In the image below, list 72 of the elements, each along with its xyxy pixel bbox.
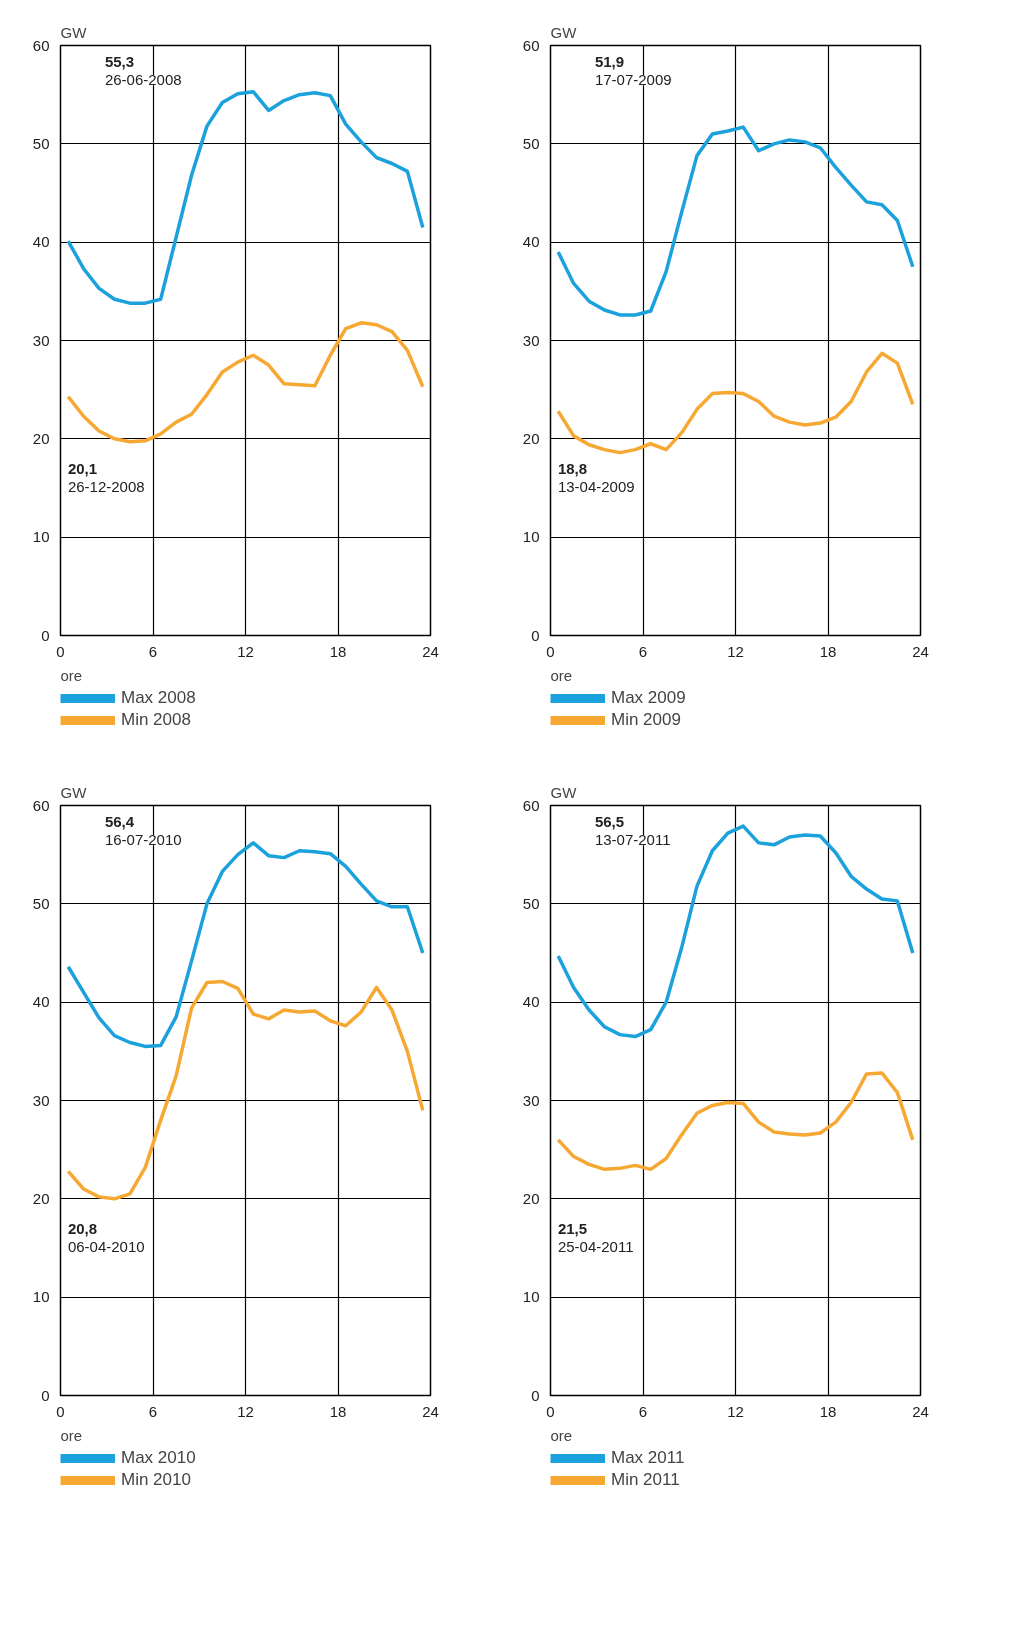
x-tick-label: 18 [819,642,837,660]
annotation: 56,5 13-07-2011 [594,813,671,849]
y-tick-label: 60 [32,36,50,54]
legend-label: Min 2008 [121,710,191,730]
x-tick-label: 12 [727,1402,744,1420]
y-tick-label: 20 [522,429,540,447]
x-tick-label: 18 [329,1402,347,1420]
y-tick-label: 0 [41,1386,50,1404]
y-tick-label: 60 [32,796,50,814]
x-tick-label: 12 [237,642,254,660]
legend-label: Max 2011 [611,1448,685,1468]
legend-label: Min 2010 [121,1470,191,1490]
y-tick-label: 50 [522,894,540,912]
y-axis-title: GW [550,783,578,801]
x-axis-title: ore [550,666,573,684]
y-tick-label: 40 [32,233,50,251]
legend-label: Min 2009 [611,710,681,730]
y-tick-label: 40 [522,233,540,251]
y-tick-label: 50 [522,134,540,152]
y-tick-label: 40 [32,993,50,1011]
y-tick-label: 0 [41,626,50,644]
x-tick-label: 6 [148,1402,158,1420]
x-axis-title: ore [60,1426,83,1444]
x-tick-label: 0 [56,642,65,660]
y-tick-label: 30 [32,1091,50,1109]
legend-label: Max 2010 [121,1448,196,1468]
y-tick-label: 0 [531,626,540,644]
legend-label: Min 2011 [611,1470,680,1490]
y-tick-label: 30 [522,331,540,349]
x-tick-label: 6 [638,1402,648,1420]
x-tick-label: 0 [546,1402,555,1420]
annotation: 20,8 06-04-2010 [67,1220,145,1256]
x-tick-label: 12 [727,642,744,660]
annotation: 18,8 13-04-2009 [557,460,635,496]
x-tick-label: 24 [422,1402,439,1420]
y-axis-title: GW [60,23,88,41]
x-tick-label: 6 [638,642,648,660]
annotation: 55,3 26-06-2008 [104,53,182,89]
legend-label: Max 2009 [611,688,686,708]
y-tick-label: 50 [32,894,50,912]
x-tick-label: 24 [912,1402,929,1420]
x-axis-title: ore [550,1426,573,1444]
annotation: 51,9 17-07-2009 [594,53,672,89]
y-axis-title: GW [550,23,578,41]
y-tick-label: 20 [32,429,50,447]
y-tick-label: 30 [522,1091,540,1109]
x-tick-label: 6 [148,642,158,660]
x-tick-label: 12 [237,1402,254,1420]
y-axis-title: GW [60,783,88,801]
y-tick-label: 10 [32,1288,50,1306]
y-tick-label: 50 [32,134,50,152]
x-tick-label: 18 [329,642,347,660]
x-tick-label: 0 [56,1402,65,1420]
x-tick-label: 18 [819,1402,837,1420]
legend-label: Max 2008 [121,688,196,708]
y-tick-label: 20 [32,1189,50,1207]
y-tick-label: 10 [32,528,50,546]
y-tick-label: 60 [522,36,540,54]
y-tick-label: 30 [32,331,50,349]
y-tick-label: 10 [522,528,540,546]
y-tick-label: 20 [522,1189,540,1207]
y-tick-label: 0 [531,1386,540,1404]
x-tick-label: 24 [912,642,929,660]
y-tick-label: 10 [522,1288,540,1306]
annotation: 21,5 25-04-2011 [557,1220,634,1256]
annotation: 56,4 16-07-2010 [104,813,182,849]
x-axis-title: ore [60,666,83,684]
y-tick-label: 40 [522,993,540,1011]
y-tick-label: 60 [522,796,540,814]
annotation: 20,1 26-12-2008 [67,460,145,496]
x-tick-label: 0 [546,642,555,660]
x-tick-label: 24 [422,642,439,660]
